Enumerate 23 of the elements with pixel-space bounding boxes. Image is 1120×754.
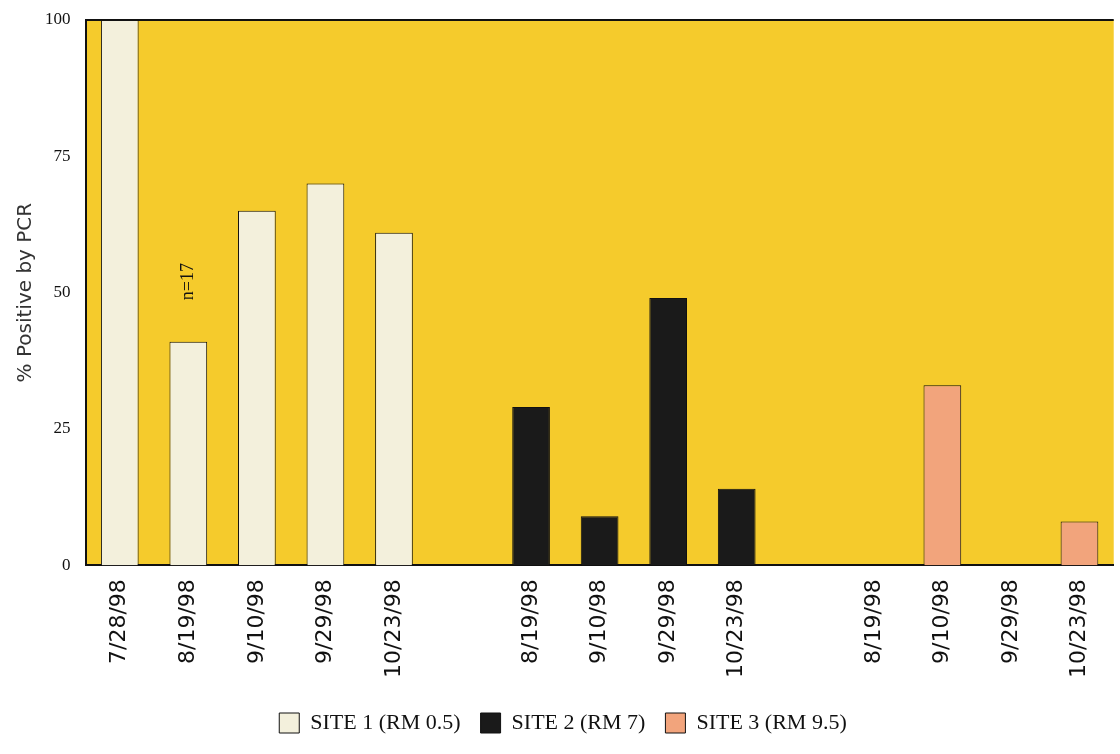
x-tick-label: 10/23/98	[1065, 579, 1091, 679]
x-tick-label: 9/10/98	[242, 579, 268, 665]
y-tick-label: 75	[53, 145, 71, 165]
x-tick-label: 8/19/98	[859, 579, 885, 665]
x-tick-label: 10/23/98	[379, 579, 405, 679]
legend-label: SITE 1 (RM 0.5)	[310, 708, 461, 734]
y-tick-label: 0	[62, 554, 71, 574]
legend-label: SITE 2 (RM 7)	[511, 708, 646, 734]
x-tick-label: 9/29/98	[996, 579, 1022, 665]
x-tick-label: 8/19/98	[516, 579, 542, 665]
y-tick-label: 100	[45, 9, 71, 29]
x-tick-label: 9/10/98	[928, 579, 954, 665]
y-tick-label: 50	[53, 282, 71, 302]
x-tick-label: 10/23/98	[722, 579, 748, 679]
y-tick-label: 25	[53, 418, 71, 438]
x-tick-label: 9/29/98	[653, 579, 679, 665]
x-tick-label: 9/29/98	[311, 579, 337, 665]
x-tick-label: 8/19/98	[174, 579, 200, 665]
annotation: n=17	[177, 263, 198, 301]
x-tick-label: 9/10/98	[585, 579, 611, 665]
y-axis-title: % Positive by PCR	[12, 202, 37, 383]
legend-label: SITE 3 (RM 9.5)	[696, 708, 847, 734]
x-tick-label: 7/28/98	[105, 579, 131, 665]
